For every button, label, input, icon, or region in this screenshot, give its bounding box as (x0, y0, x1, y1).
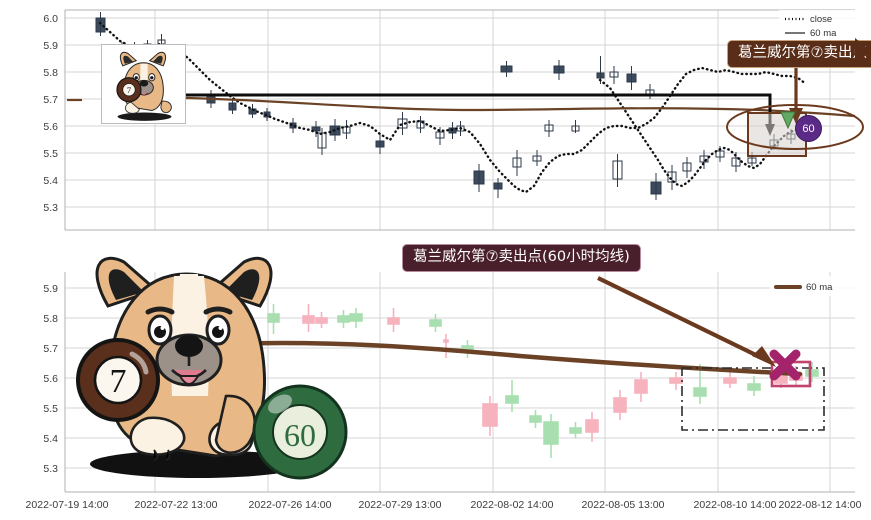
bottom-annotation-arrowhead (752, 346, 776, 367)
sell-cross-x-icon (769, 349, 801, 381)
x-tick: 2022-08-10 14:00 (694, 499, 777, 511)
top-close-line-tail (598, 78, 812, 188)
top-y-tick: 5.7 (43, 94, 58, 106)
top-y-tick: 5.3 (43, 202, 58, 214)
bottom-y-tick: 5.4 (43, 433, 58, 445)
top-annotation-label: 葛兰威尔第⑦卖出点 (727, 40, 871, 68)
top-chart-svg: 6.0 5.9 5.8 5.7 5.6 5.5 5.4 5.3 (43, 9, 864, 231)
top-y-tick: 6.0 (43, 13, 58, 25)
x-tick: 2022-08-12 14:00 (779, 499, 862, 511)
x-tick: 2022-07-19 14:00 (26, 499, 109, 511)
bottom-y-tick: 5.5 (43, 403, 58, 415)
sell-triangle-icon (780, 111, 796, 130)
legend-label-ma: 60 ma (810, 28, 837, 39)
ball-seven-label: 7 (110, 363, 127, 400)
bottom-dashdot-box (681, 367, 825, 431)
badge-60-top: 60 (795, 115, 822, 142)
bottom-axis-frame (64, 272, 855, 493)
x-tick: 2022-07-29 13:00 (359, 499, 442, 511)
x-tick: 2022-07-22 13:00 (135, 499, 218, 511)
top-y-tick: 5.4 (43, 175, 58, 187)
top-y-tick: 5.8 (43, 67, 58, 79)
bottom-annotation-label: 葛兰威尔第⑦卖出点(60小时均线) (402, 244, 641, 272)
top-y-tick: 5.6 (43, 121, 58, 133)
bottom-y-tick-labels: 5.9 5.8 5.7 5.6 5.5 5.4 5.3 (43, 283, 58, 475)
bottom-y-tick: 5.3 (43, 463, 58, 475)
x-axis-tick-labels: 2022-07-19 14:00 2022-07-22 13:00 2022-0… (26, 499, 862, 511)
x-tick: 2022-08-05 13:00 (582, 499, 665, 511)
x-tick: 2022-07-26 14:00 (249, 499, 332, 511)
bottom-legend: 60 ma (770, 276, 856, 296)
bottom-y-tick: 5.9 (43, 283, 58, 295)
top-close-line (98, 21, 808, 194)
mascot-inset-thumbnail: 7 (101, 44, 186, 124)
badge-60-label: 60 (802, 122, 815, 135)
top-annotation-tail (855, 38, 871, 64)
top-plot-bg (65, 10, 855, 230)
bottom-annotation-arrow-shaft (597, 276, 763, 360)
top-y-tick: 5.9 (43, 40, 58, 52)
ball-sixty-label: 60 (284, 417, 316, 453)
top-annotation-text: 葛兰威尔第⑦卖出点 (738, 45, 867, 61)
svg-text:7: 7 (127, 85, 132, 95)
top-chart-panel: 6.0 5.9 5.8 5.7 5.6 5.5 5.4 5.3 (0, 0, 871, 236)
top-y-tick: 5.5 (43, 148, 58, 160)
top-legend: close 60 ma (779, 10, 855, 40)
bottom-candles (267, 304, 819, 458)
legend-label-close: close (810, 14, 832, 25)
legend-label-ma-bottom: 60 ma (806, 282, 833, 293)
bottom-annotation-text: 葛兰威尔第⑦卖出点(60小时均线) (413, 249, 630, 265)
bottom-y-tick: 5.6 (43, 373, 58, 385)
x-tick: 2022-08-02 14:00 (471, 499, 554, 511)
bottom-chart-panel: 5.9 5.8 5.7 5.6 5.5 5.4 5.3 (0, 236, 871, 520)
bottom-y-tick: 5.7 (43, 343, 58, 355)
bottom-ma-line (222, 340, 803, 377)
bottom-y-tick: 5.8 (43, 313, 58, 325)
top-y-tick-labels: 6.0 5.9 5.8 5.7 5.6 5.5 5.4 5.3 (43, 13, 58, 214)
top-axis-frame (64, 9, 855, 231)
mascot-dog-illustration: 7 60 (48, 246, 358, 486)
